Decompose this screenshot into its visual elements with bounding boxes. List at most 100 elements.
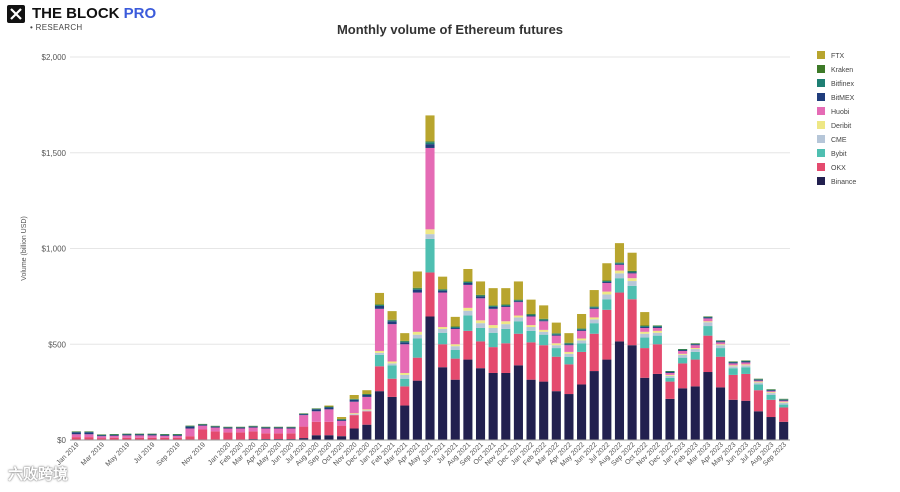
bar-segment-bybit xyxy=(450,349,460,359)
bar-segment-deribit xyxy=(374,350,385,353)
bar-segment-cme xyxy=(526,327,536,331)
bar-segment-bitfinex xyxy=(526,314,536,316)
bar-segment-binance xyxy=(640,377,650,440)
bar-segment-bitmex xyxy=(337,419,347,421)
bar-segment-bybit xyxy=(564,356,574,365)
bar-segment-huobi xyxy=(198,425,208,430)
legend-swatch-cme xyxy=(817,135,825,143)
bar-segment-huobi xyxy=(577,330,587,339)
bar-segment-bybit xyxy=(741,367,751,374)
bar-segment-cme xyxy=(728,366,738,369)
bar-segment-bitfinex xyxy=(97,434,107,436)
bar-segment-deribit xyxy=(703,321,713,323)
bar-segment-bitmex xyxy=(589,307,599,309)
legend-label-bitfinex: Bitfinex xyxy=(831,81,854,88)
bar-segment-binance xyxy=(690,386,700,440)
bar-segment-cme xyxy=(627,281,637,286)
bar-segment-okx xyxy=(652,344,662,374)
x-tick-label: Sep 2019 xyxy=(156,441,182,467)
bar-segment-bybit xyxy=(690,351,700,360)
bar-segment-binance xyxy=(703,372,713,440)
bar-segment-deribit xyxy=(539,329,549,332)
y-tick-label: $0 xyxy=(57,436,66,445)
bar-segment-bybit xyxy=(779,404,789,408)
bar-segment-kraken xyxy=(475,294,486,296)
bar-segment-kraken xyxy=(703,316,713,317)
bar-segment-bitfinex xyxy=(400,341,410,343)
bar-segment-kraken xyxy=(450,326,460,328)
bar-segment-huobi xyxy=(602,282,612,292)
bar-segment-okx xyxy=(387,378,397,397)
bar-segment-bitfinex xyxy=(362,394,372,395)
brand-subtitle: • RESEARCH xyxy=(30,23,83,32)
bar-segment-okx xyxy=(703,335,713,373)
bar-segment-kraken xyxy=(589,306,599,307)
bar-segment-bitfinex xyxy=(652,326,662,328)
bar-segment-bitfinex xyxy=(311,408,321,410)
bar-segment-okx xyxy=(84,437,94,440)
bar-segment-okx xyxy=(614,292,625,342)
bar-segment-kraken xyxy=(261,426,271,428)
bar-segment-kraken xyxy=(526,313,536,315)
bar-segment-kraken xyxy=(766,389,776,390)
bar-segment-okx xyxy=(349,415,359,429)
bar-segment-cme xyxy=(665,375,675,378)
bar-segment-bitmex xyxy=(97,435,107,437)
bar-segment-cme xyxy=(438,328,448,333)
bar-segment-huobi xyxy=(122,435,132,438)
bar-segment-okx xyxy=(109,437,119,440)
bar-segment-ftx xyxy=(349,394,359,399)
bar-segment-huobi xyxy=(400,344,410,373)
bar-segment-ftx xyxy=(475,281,486,295)
bar-segment-ftx xyxy=(614,243,625,263)
bar-segment-bitfinex xyxy=(614,262,625,264)
bar-segment-ftx xyxy=(539,305,549,319)
bar-segment-bitfinex xyxy=(463,282,473,283)
bar-segment-binance xyxy=(665,398,675,440)
bar-segment-bitfinex xyxy=(210,426,220,427)
bar-segment-bybit xyxy=(627,285,637,300)
bar-segment-deribit xyxy=(779,401,789,403)
bar-segment-kraken xyxy=(614,262,625,263)
bar-segment-bybit xyxy=(539,334,549,346)
bar-segment-bitfinex xyxy=(223,427,233,428)
legend-swatch-bitmex xyxy=(817,93,825,101)
bar-segment-cme xyxy=(678,354,688,358)
bar-segment-bybit xyxy=(526,330,536,343)
bar-segment-kraken xyxy=(488,305,498,306)
bar-segment-kraken xyxy=(273,426,283,428)
bar-segment-cme xyxy=(766,393,776,395)
bar-segment-okx xyxy=(134,437,145,440)
bar-segment-kraken xyxy=(412,287,422,289)
bar-segment-bitmex xyxy=(564,344,574,346)
y-tick-label: $2,000 xyxy=(42,53,67,62)
bar-segment-kraken xyxy=(362,394,372,395)
bar-segment-okx xyxy=(286,433,296,440)
bar-segment-binance xyxy=(513,365,523,440)
bar-segment-huobi xyxy=(299,415,309,427)
bar-segment-bitfinex xyxy=(412,288,422,290)
bar-segment-kraken xyxy=(172,434,182,435)
bar-segment-bitmex xyxy=(109,434,119,436)
bar-segment-cme xyxy=(501,324,511,329)
bar-segment-huobi xyxy=(539,321,549,330)
bar-segment-kraken xyxy=(513,299,523,301)
legend-label-bitmex: BitMEX xyxy=(831,95,855,102)
legend-swatch-deribit xyxy=(817,121,825,129)
bar-segment-huobi xyxy=(425,147,435,230)
bar-segment-kraken xyxy=(210,425,220,427)
bar-segment-bitfinex xyxy=(627,271,637,273)
bar-segment-kraken xyxy=(652,325,662,327)
bar-segment-kraken xyxy=(715,340,726,341)
bar-segment-huobi xyxy=(109,435,119,438)
bar-segment-okx xyxy=(198,429,208,440)
bar-segment-huobi xyxy=(412,292,422,332)
bar-segment-bybit xyxy=(400,378,410,387)
bar-segment-bitfinex xyxy=(766,389,776,391)
bar-segment-ftx xyxy=(463,268,473,282)
bar-segment-cme xyxy=(374,352,385,355)
bar-segment-deribit xyxy=(753,381,763,383)
bar-segment-bitmex xyxy=(223,427,233,429)
bar-segment-cme xyxy=(539,331,549,335)
